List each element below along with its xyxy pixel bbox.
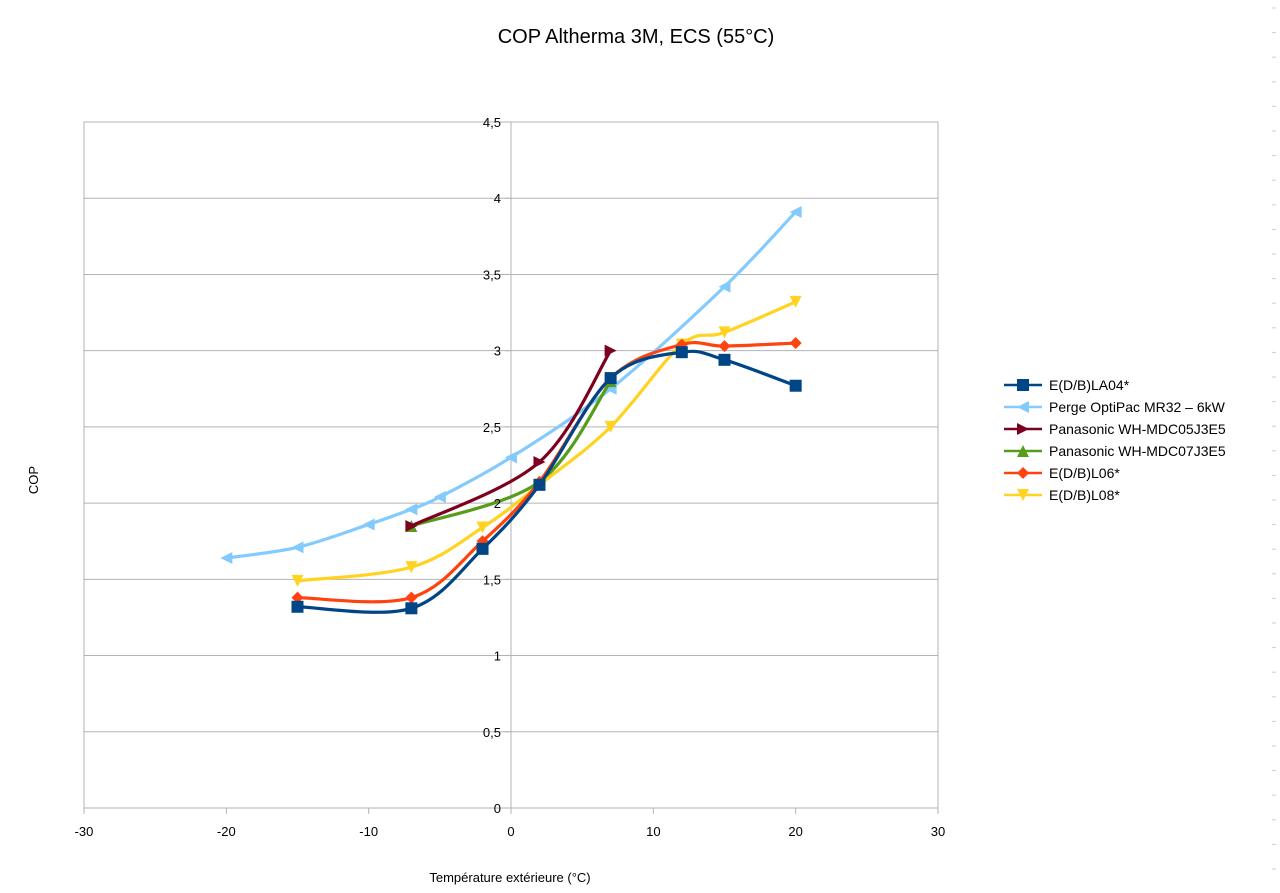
y-tick-label: 3,5 bbox=[483, 267, 501, 282]
y-tick-label: 4 bbox=[494, 191, 501, 206]
data-point-triangle-down bbox=[476, 521, 489, 534]
data-point-square bbox=[789, 379, 802, 392]
legend-label: E(D/B)L08* bbox=[1049, 487, 1120, 503]
legend-marker-diamond bbox=[1017, 467, 1029, 479]
legend-item-panasonic-wh-mdc05j3e5: Panasonic WH-MDC05J3E5 bbox=[1004, 421, 1226, 437]
series-e-d-b-l08 bbox=[291, 295, 802, 587]
series-e-d-b-l06 bbox=[291, 337, 802, 604]
legend-label: Panasonic WH-MDC05J3E5 bbox=[1049, 421, 1226, 437]
legend-item-e-d-b-l06: E(D/B)L06* bbox=[1004, 465, 1120, 481]
y-tick-label: 0 bbox=[494, 801, 501, 816]
data-point-triangle-left bbox=[433, 491, 446, 504]
legend: E(D/B)LA04* Perge OptiPac MR32 – 6kW Panas… bbox=[1004, 377, 1226, 503]
tick-labels: 0 0,5 1 1,5 2 2,5 3 3,5 4 4,5 -30 -20 -10 0 10 20 30 bbox=[75, 115, 946, 839]
y-tick-label: 2,5 bbox=[483, 420, 501, 435]
legend-label: Panasonic WH-MDC07J3E5 bbox=[1049, 443, 1226, 459]
y-tick-label: 2 bbox=[494, 496, 501, 511]
data-point-triangle-right bbox=[604, 344, 617, 357]
data-point-diamond bbox=[405, 591, 418, 604]
legend-label: E(D/B)LA04* bbox=[1049, 377, 1130, 393]
x-tick-label: 0 bbox=[507, 824, 514, 839]
data-point-triangle-down bbox=[291, 574, 304, 587]
legend-label: Perge OptiPac MR32 – 6kW bbox=[1049, 399, 1226, 415]
data-point-square bbox=[675, 346, 688, 359]
series-line-perge-optipac-mr32-6kw bbox=[224, 210, 798, 560]
series-panasonic-wh-mdc05j3e5 bbox=[405, 344, 617, 532]
legend-label: E(D/B)L06* bbox=[1049, 465, 1120, 481]
x-tick-label: 30 bbox=[931, 824, 945, 839]
series-group bbox=[220, 205, 802, 615]
data-point-square bbox=[533, 478, 546, 491]
legend-item-e-d-b-l08: E(D/B)L08* bbox=[1004, 487, 1120, 503]
data-point-triangle-down bbox=[789, 295, 802, 308]
y-tick-label: 0,5 bbox=[483, 725, 501, 740]
series-perge-optipac-mr32-6kw bbox=[220, 205, 802, 564]
y-axis-title: COP bbox=[26, 466, 41, 494]
x-tick-label: -30 bbox=[75, 824, 94, 839]
y-tick-label: 1 bbox=[494, 649, 501, 664]
data-point-triangle-down bbox=[604, 420, 617, 433]
data-point-triangle-left bbox=[362, 518, 375, 531]
y-tick-label: 1,5 bbox=[483, 572, 501, 587]
legend-marker-triangle-left bbox=[1017, 401, 1029, 413]
data-point-triangle-left bbox=[220, 551, 233, 564]
legend-item-panasonic-wh-mdc07j3e5: Panasonic WH-MDC07J3E5 bbox=[1004, 443, 1226, 459]
y-tick-label: 4,5 bbox=[483, 115, 501, 130]
data-point-square bbox=[405, 602, 418, 615]
data-point-triangle-left bbox=[405, 503, 418, 516]
legend-marker-triangle-right bbox=[1017, 423, 1029, 435]
series-e-d-b-la04 bbox=[291, 346, 802, 615]
x-tick-label: 20 bbox=[788, 824, 802, 839]
x-tick-label: 10 bbox=[646, 824, 660, 839]
x-axis-title: Température extérieure (°C) bbox=[429, 870, 590, 885]
data-point-square bbox=[291, 600, 304, 613]
data-point-square bbox=[604, 372, 617, 385]
x-tick-label: -10 bbox=[359, 824, 378, 839]
legend-item-perge-optipac-mr32-6kw: Perge OptiPac MR32 – 6kW bbox=[1004, 399, 1226, 415]
data-point-triangle-right bbox=[405, 519, 418, 532]
axes bbox=[83, 121, 939, 814]
data-point-triangle-down bbox=[718, 326, 731, 339]
data-point-diamond bbox=[718, 340, 731, 353]
legend-marker-triangle-up bbox=[1017, 445, 1029, 457]
data-point-triangle-right bbox=[533, 455, 546, 468]
data-point-triangle-left bbox=[718, 280, 731, 293]
data-point-triangle-left bbox=[505, 451, 517, 464]
page-edge-marks bbox=[1272, 7, 1276, 870]
chart-title: COP Altherma 3M, ECS (55°C) bbox=[498, 26, 775, 48]
legend-marker-triangle-down bbox=[1017, 489, 1029, 501]
data-point-diamond bbox=[291, 591, 304, 604]
data-point-square bbox=[718, 353, 731, 366]
y-tick-label: 3 bbox=[494, 344, 501, 359]
legend-item-e-d-b-la04: E(D/B)LA04* bbox=[1004, 377, 1130, 393]
data-point-square bbox=[476, 542, 489, 555]
data-point-triangle-down bbox=[405, 561, 418, 574]
legend-marker-square bbox=[1017, 379, 1029, 391]
data-point-triangle-left bbox=[789, 205, 802, 218]
data-point-triangle-left bbox=[291, 541, 304, 554]
x-tick-label: -20 bbox=[217, 824, 236, 839]
data-point-diamond bbox=[789, 337, 802, 350]
